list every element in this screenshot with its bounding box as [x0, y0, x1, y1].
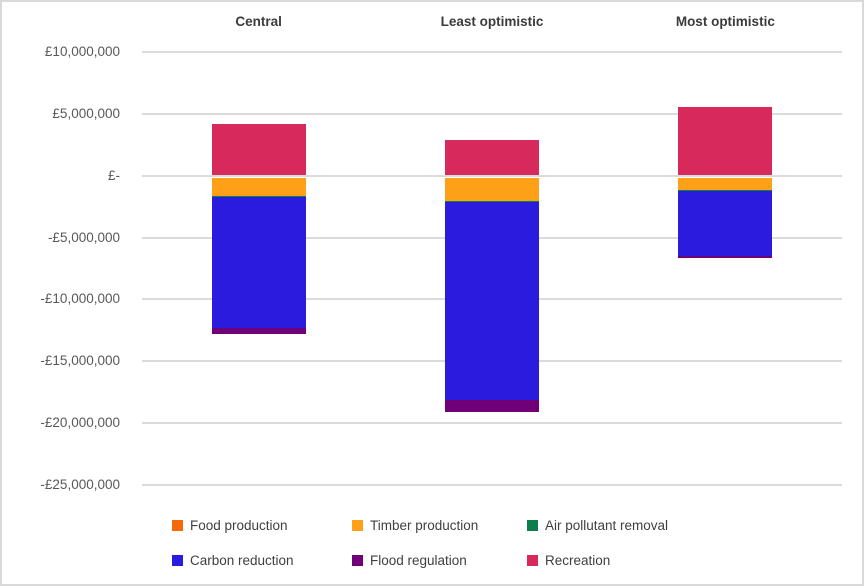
column-header-least-optimistic: Least optimistic: [440, 14, 544, 29]
gridline-0: [142, 174, 842, 177]
legend-item-food-production: Food production: [172, 515, 288, 535]
bar-segment-air-pollutant-removal-least-optimistic: [445, 201, 539, 203]
bar-segment-carbon-reduction-least-optimistic: [445, 202, 539, 401]
column-header-central: Central: [235, 14, 282, 29]
timber-production-swatch-icon: [352, 519, 363, 531]
flood-regulation-swatch-icon: [352, 554, 363, 566]
legend-label: Air pollutant removal: [545, 517, 669, 533]
gridline-5: [142, 112, 842, 115]
bar-segment-recreation-most-optimistic: [678, 106, 773, 175]
y-axis-tick-label: £5,000,000: [52, 105, 120, 121]
bar-segment-recreation-least-optimistic: [445, 139, 539, 175]
column-header-most-optimistic: Most optimistic: [675, 14, 775, 29]
bar-segment-flood-regulation-most-optimistic: [678, 255, 773, 258]
legend-item-recreation: Recreation: [527, 550, 610, 570]
legend-item-flood-regulation: Flood regulation: [352, 550, 467, 570]
legend-label: Timber production: [370, 517, 479, 533]
air-pollutant-removal-swatch-icon: [527, 519, 538, 531]
recreation-swatch-icon: [527, 554, 538, 566]
plot-area: £10,000,000 £5,000,000 £- -£5,000,000 -£10,0…: [2, 2, 862, 502]
y-axis-tick-label: -£25,000,000: [40, 477, 120, 492]
bar-segment-air-pollutant-removal-central: [211, 195, 306, 197]
legend-label: Recreation: [545, 552, 611, 568]
bar-segment-timber-production-most-optimistic: [678, 177, 773, 190]
legend-label: Carbon reduction: [190, 552, 294, 568]
bar-segment-timber-production-least-optimistic: [445, 177, 539, 202]
y-axis-tick-label: £10,000,000: [44, 44, 120, 59]
legend-item-carbon-reduction: Carbon reduction: [172, 550, 294, 570]
bar-segment-flood-regulation-least-optimistic: [445, 400, 539, 413]
legend-item-air-pollutant-removal: Air pollutant removal: [527, 515, 668, 535]
bar-segment-flood-regulation-central: [211, 328, 306, 335]
bar-segment-carbon-reduction-most-optimistic: [678, 190, 773, 256]
gridline--25: [142, 484, 842, 486]
bar-segment-recreation-central: [211, 123, 306, 175]
legend: Food production Timber production Air poll…: [2, 505, 862, 580]
legend-label: Food production: [190, 517, 288, 533]
bar-segment-air-pollutant-removal-most-optimistic: [678, 190, 773, 192]
y-axis-tick-label: -£20,000,000: [40, 415, 120, 431]
bar-segment-carbon-reduction-central: [211, 196, 306, 329]
gridline--20: [142, 422, 842, 425]
carbon-reduction-swatch-icon: [172, 554, 183, 566]
gridline-10: [142, 51, 842, 53]
bar-segment-timber-production-central: [211, 177, 306, 196]
food-production-swatch-icon: [172, 519, 183, 531]
y-axis-tick-label: -£10,000,000: [40, 291, 120, 307]
y-axis-tick-label: -£5,000,000: [47, 229, 120, 245]
legend-item-timber-production: Timber production: [352, 515, 478, 535]
legend-label: Flood regulation: [370, 552, 467, 568]
y-axis-tick-label: £-: [107, 167, 120, 183]
y-axis-tick-label: -£15,000,000: [40, 353, 120, 369]
